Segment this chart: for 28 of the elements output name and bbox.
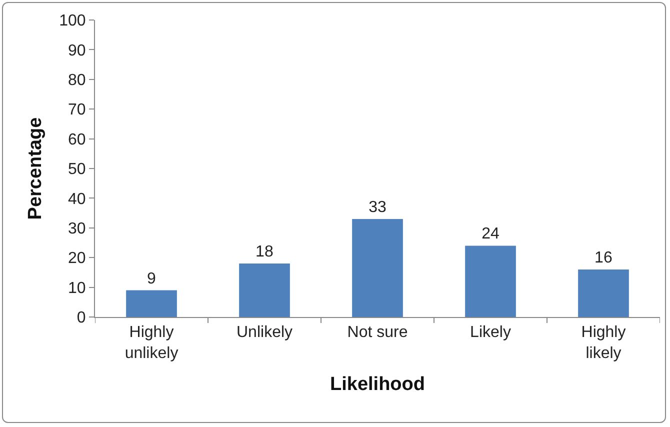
y-tick-label: 20 [68, 250, 86, 268]
bar [126, 290, 177, 317]
data-label: 18 [256, 244, 274, 261]
bar [465, 246, 516, 317]
data-label: 16 [594, 249, 612, 266]
data-label: 33 [368, 198, 386, 216]
x-axis-title: Likelihood [330, 374, 425, 395]
bar [352, 218, 403, 317]
y-axis-title: Percentage [24, 117, 46, 220]
data-label: 9 [147, 270, 156, 288]
y-tick-label: 50 [68, 161, 86, 178]
y-tick-label: 90 [68, 42, 86, 60]
y-tick-label: 0 [76, 310, 86, 327]
x-tick-label: Highly unlikely [124, 324, 178, 362]
x-tick-label: Unlikely [236, 324, 293, 342]
x-tick-label: Highly likely [581, 324, 626, 362]
data-label: 24 [482, 226, 500, 243]
y-tick-label: 100 [59, 12, 86, 30]
bar [239, 264, 290, 317]
x-tick-label: Likely [470, 324, 511, 342]
y-tick-label: 80 [68, 72, 86, 89]
bar [578, 269, 629, 317]
y-tick-label: 60 [68, 131, 86, 148]
y-tick-label: 30 [68, 220, 86, 238]
y-tick-label: 40 [68, 190, 86, 208]
y-tick-label: 10 [68, 280, 86, 297]
y-tick-label: 70 [68, 102, 86, 119]
x-tick-label: Not sure [347, 324, 408, 342]
